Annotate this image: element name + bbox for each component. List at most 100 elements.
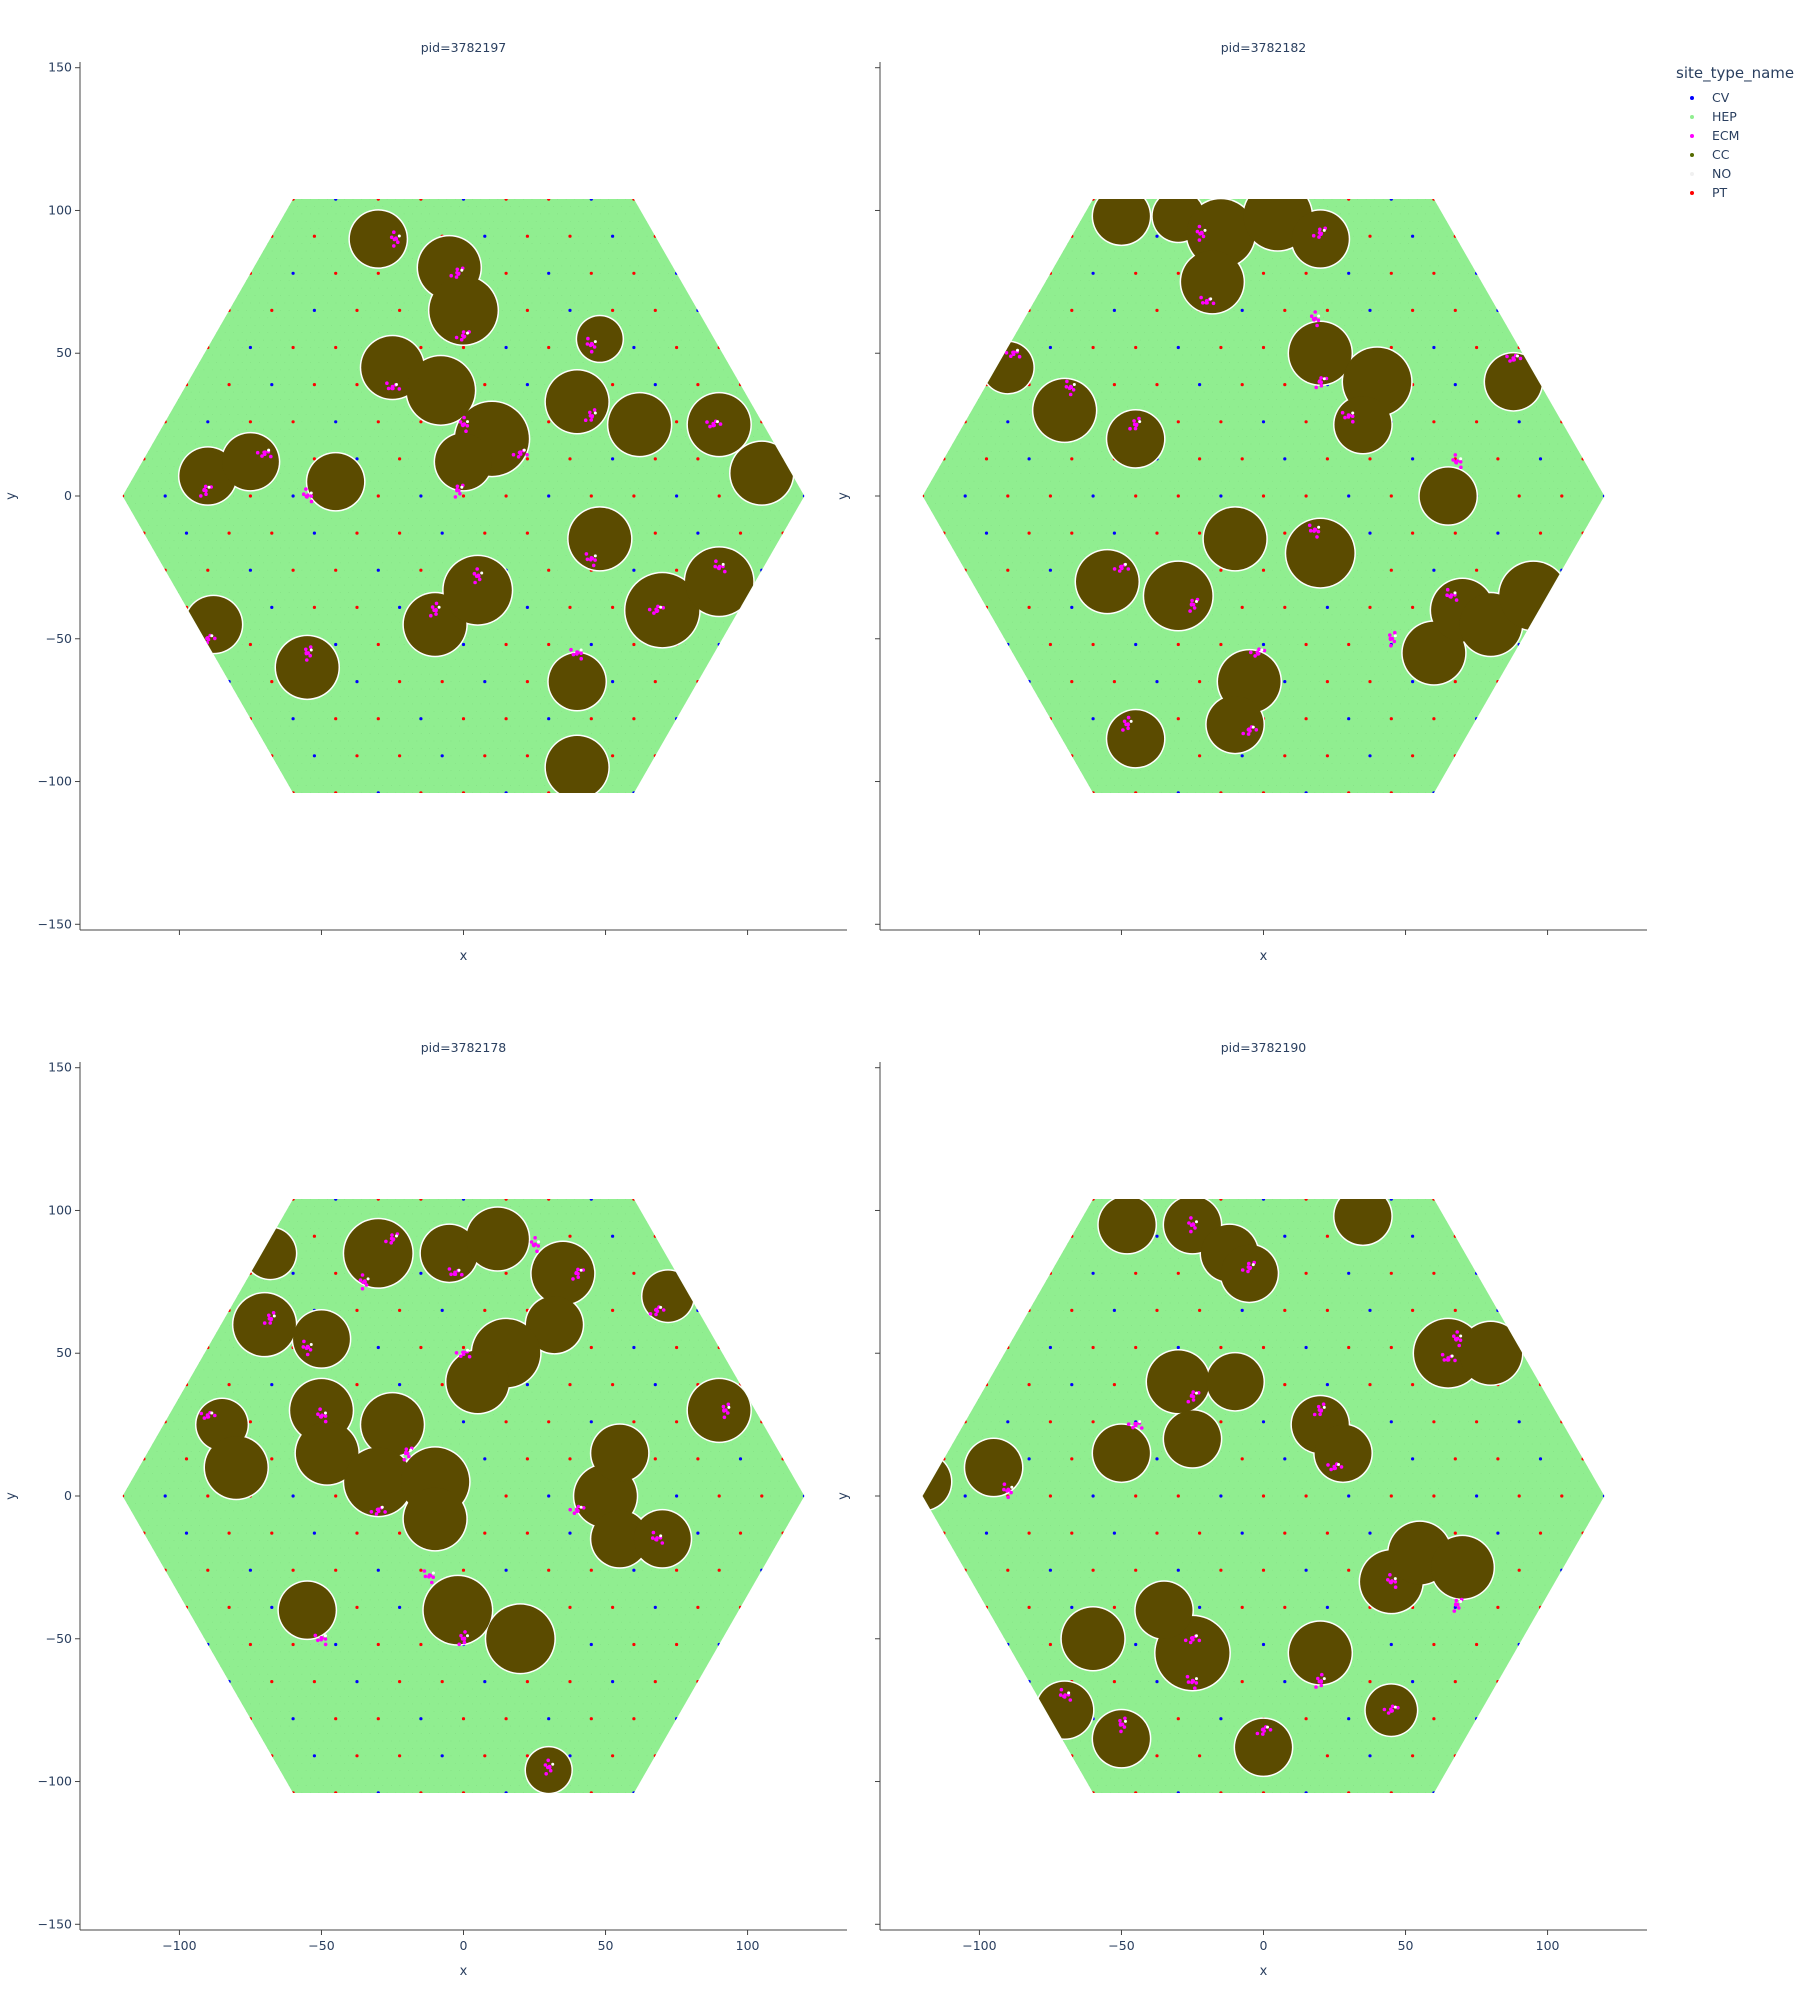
legend-item-cc[interactable]: CC bbox=[1676, 145, 1796, 164]
pt-point bbox=[1517, 1494, 1521, 1498]
legend-item-pt[interactable]: PT bbox=[1676, 183, 1796, 202]
pt-point bbox=[984, 680, 989, 684]
pt-point bbox=[802, 345, 805, 350]
pt-point bbox=[122, 1642, 125, 1647]
pt-point bbox=[184, 383, 189, 387]
cv-point bbox=[142, 1383, 146, 1387]
no-point bbox=[309, 1343, 313, 1347]
cv-point bbox=[248, 345, 252, 350]
pt-point bbox=[1475, 791, 1479, 793]
pt-point bbox=[1602, 420, 1605, 424]
pt-point bbox=[675, 199, 679, 201]
legend-item-cv[interactable]: CV bbox=[1676, 88, 1796, 107]
cv-point bbox=[1048, 1791, 1053, 1793]
cc-blob bbox=[179, 447, 237, 505]
cc-blob bbox=[685, 547, 754, 616]
ecm-dot bbox=[268, 1321, 273, 1325]
ecm-dot bbox=[323, 1642, 328, 1647]
pt-point bbox=[1198, 1308, 1202, 1312]
pt-point bbox=[122, 199, 125, 201]
cc-blob bbox=[1419, 467, 1477, 525]
pt-point bbox=[1134, 1791, 1138, 1793]
pt-point bbox=[1048, 1199, 1053, 1201]
ecm-dot bbox=[316, 1412, 320, 1416]
pt-point bbox=[312, 457, 316, 461]
cv-point bbox=[1602, 1717, 1605, 1721]
ecm-dot bbox=[384, 1239, 388, 1244]
pt-point bbox=[1453, 1531, 1457, 1535]
pt-point bbox=[1517, 494, 1521, 498]
pt-point bbox=[963, 1642, 967, 1647]
pt-point bbox=[1453, 1234, 1457, 1238]
pt-point bbox=[1538, 308, 1543, 312]
no-point bbox=[1016, 348, 1020, 352]
pt-point bbox=[398, 1531, 402, 1535]
pt-point bbox=[419, 420, 423, 424]
cc-blob bbox=[406, 356, 475, 425]
pt-point bbox=[355, 308, 359, 312]
ecm-dot bbox=[721, 1404, 726, 1409]
ecm-dot bbox=[529, 1240, 534, 1244]
ecm-dot bbox=[360, 1286, 365, 1291]
pt-point bbox=[334, 1568, 338, 1572]
ecm-dot bbox=[1389, 1580, 1393, 1585]
legend-item-ecm[interactable]: ECM bbox=[1676, 126, 1796, 145]
cv-point bbox=[376, 1791, 380, 1793]
pt-point bbox=[675, 1791, 679, 1793]
pt-point bbox=[163, 642, 167, 647]
pt-point bbox=[781, 1234, 785, 1238]
cc-blob bbox=[403, 1487, 467, 1551]
cv-point bbox=[122, 1568, 125, 1572]
pt-point bbox=[227, 531, 231, 535]
ecm-dot bbox=[465, 424, 470, 428]
no-point bbox=[210, 1411, 214, 1415]
ecm-dot bbox=[661, 605, 665, 610]
ecm-dot bbox=[318, 1407, 322, 1411]
ecm-dot bbox=[199, 640, 204, 644]
cv-point bbox=[227, 234, 231, 238]
pt-point bbox=[1560, 1717, 1564, 1721]
no-point bbox=[1129, 719, 1133, 723]
no-point bbox=[579, 1505, 583, 1509]
pt-point bbox=[738, 1531, 743, 1535]
cv-point bbox=[922, 791, 925, 793]
cv-point bbox=[1134, 1642, 1138, 1647]
cv-point bbox=[291, 1271, 295, 1275]
cv-point bbox=[589, 1642, 593, 1647]
pt-point bbox=[1496, 1605, 1500, 1609]
cv-point bbox=[291, 271, 295, 275]
pt-point bbox=[1581, 754, 1585, 758]
no-point bbox=[551, 1762, 555, 1766]
pt-point bbox=[802, 1199, 805, 1201]
cv-point bbox=[738, 680, 743, 684]
ecm-dot bbox=[1197, 224, 1202, 229]
pt-point bbox=[1581, 1308, 1585, 1312]
legend-item-hep[interactable]: HEP bbox=[1676, 107, 1796, 126]
pt-point bbox=[291, 1642, 295, 1647]
pt-point bbox=[525, 680, 530, 684]
cv-point bbox=[291, 1717, 295, 1721]
pt-point bbox=[163, 1642, 167, 1647]
cv-point bbox=[1091, 1494, 1095, 1498]
cv-point bbox=[376, 568, 380, 572]
y-tick-label: 150 bbox=[48, 60, 72, 75]
y-tick-label: 50 bbox=[56, 345, 72, 360]
pt-point bbox=[1475, 199, 1479, 201]
ecm-clusters bbox=[199, 1232, 731, 1776]
pt-point bbox=[1347, 1568, 1351, 1572]
pt-point bbox=[376, 271, 380, 275]
ecm-dot bbox=[1446, 1358, 1451, 1362]
ecm-dot bbox=[477, 577, 482, 582]
cv-point bbox=[1496, 531, 1500, 535]
pt-point bbox=[1581, 234, 1585, 238]
ecm-dot bbox=[723, 569, 727, 574]
pt-point bbox=[122, 1271, 125, 1275]
pt-point bbox=[1602, 345, 1605, 350]
y-axis-label: y bbox=[836, 1492, 851, 1500]
pt-point bbox=[653, 308, 657, 312]
ecm-dot bbox=[1318, 1412, 1322, 1417]
pt-point bbox=[227, 1531, 231, 1535]
cv-point bbox=[1517, 1642, 1521, 1647]
legend-item-no[interactable]: NO bbox=[1676, 164, 1796, 183]
pt-point bbox=[1198, 1531, 1202, 1535]
